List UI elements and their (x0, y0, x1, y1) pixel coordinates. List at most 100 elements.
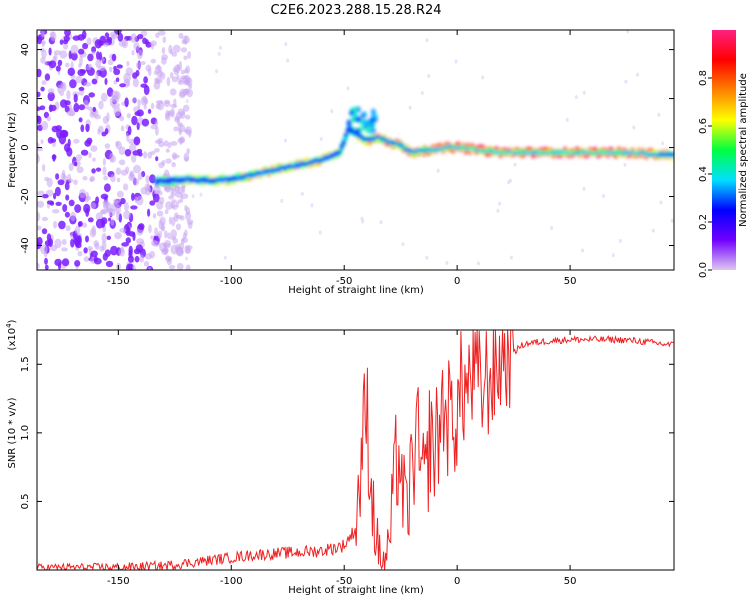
spectrogram-noise-blob (91, 51, 96, 56)
spectrogram-noise-blob (199, 192, 203, 197)
spectrogram-noise-blob (46, 177, 53, 188)
spectrogram-noise-blob (77, 250, 83, 257)
spectrogram-noise-blob (163, 140, 169, 147)
snr-panel: -150 -100 -50 0 50 0.5 1.0 1.5 Height of strai… (5, 319, 675, 596)
spectrogram-y-axis-title: Frequency (Hz) (7, 112, 18, 188)
spectrogram-ridge-cell (609, 152, 615, 155)
spectrogram-noise-blob (498, 201, 502, 206)
spectrogram-noise-blob (74, 260, 81, 267)
spectrogram-noise-blob (106, 36, 113, 43)
spectrogram-noise-blob (108, 217, 112, 222)
spectrogram-ridge-cell (372, 137, 377, 141)
spectrogram-noise-blob (83, 256, 90, 262)
spectrogram-ridge-cell (406, 148, 411, 151)
spectrogram-noise-blob (82, 42, 89, 50)
spectrogram-ridge-cell (626, 152, 631, 155)
snr-x-tick-label: 0 (454, 576, 460, 587)
spectrogram-noise-blob (87, 53, 94, 62)
spectrogram-noise-blob (114, 232, 122, 240)
spectrogram-y-axis: -40 -20 0 20 40 (20, 43, 674, 254)
spectrogram-ridge-cell (264, 170, 269, 174)
spectrogram-noise-blob (95, 167, 102, 172)
spectrogram-noise-blob (161, 222, 165, 231)
spectrogram-noise-blob (116, 190, 124, 198)
spectrogram-noise-blob (158, 196, 165, 205)
snr-y-axis-title: SNR (10 * v/v) (7, 397, 18, 468)
spectrogram-y-tick-label: 0 (20, 144, 31, 150)
spectrogram-y-tick-label: -40 (20, 237, 31, 253)
spectrogram-noise-blob (132, 150, 141, 156)
spectrogram-x-tick-label: 0 (454, 276, 460, 287)
spectrogram-noise-blob (191, 194, 195, 199)
snr-y-multiplier: (x104) (5, 319, 18, 350)
spectrogram-noise-blob (109, 66, 113, 73)
spectrogram-noise-blob (82, 176, 88, 181)
spectrogram-noise-blob (64, 30, 71, 37)
spectrogram-noise-blob (186, 148, 190, 155)
spectrogram-ridge-cell (575, 152, 580, 155)
spectrogram-noise-blob (118, 213, 123, 223)
spectrogram-noise-blob (319, 137, 323, 141)
spectrogram-noise-blob (41, 120, 49, 131)
spectrogram-noise-blob (163, 101, 171, 107)
spectrogram-noise-blob (670, 218, 674, 223)
spectrogram-noise-blob (161, 57, 167, 65)
spectrogram-noise-blob (40, 57, 46, 64)
spectrogram-noise-blob (185, 65, 191, 74)
spectrogram-noise-blob (155, 156, 159, 162)
spectrogram-ridge-cell (178, 180, 184, 183)
spectrogram-noise-blob (183, 104, 190, 112)
spectrogram-noise-blob (425, 255, 429, 260)
spectrogram-noise-blob (134, 255, 140, 263)
spectrogram-noise-blob (147, 266, 152, 270)
spectrogram-noise-blob (184, 245, 191, 254)
spectrogram-noise-blob (169, 88, 177, 96)
spectrogram-noise-blob (143, 104, 147, 110)
spectrogram-noise-blob (80, 149, 89, 156)
spectrogram-noise-blob (177, 108, 185, 116)
spectrogram-noise-blob (59, 50, 68, 59)
spectrogram-noise-blob (41, 80, 47, 85)
spectrogram-noise-blob (87, 246, 93, 251)
spectrogram-noise-blob (149, 200, 156, 206)
spectrogram-noise-blob (185, 264, 191, 270)
spectrogram-noise-blob (154, 227, 159, 237)
spectrogram-noise-blob (147, 67, 152, 77)
snr-x-tick-label: -50 (336, 576, 352, 587)
spectrogram-noise-blob (46, 200, 54, 205)
spectrogram-noise-blob (73, 179, 78, 185)
spectrogram-noise-blob (105, 260, 114, 268)
spectrogram-noise-blob (100, 92, 108, 102)
spectrogram-noise-blob (115, 77, 120, 82)
spectrogram-noise-blob (425, 38, 429, 43)
spectrogram-noise-blob (180, 75, 188, 80)
spectrogram-noise-blob (116, 177, 121, 183)
spectrogram-noise-blob (102, 166, 107, 176)
spectrogram-noise-blob (170, 187, 174, 198)
spectrogram-x-tick-label: -50 (336, 276, 352, 287)
spectrogram-noise-blob (55, 65, 61, 72)
spectrogram-noise-blob (95, 72, 99, 81)
spectrogram-ridge-cell (670, 152, 674, 155)
spectrogram-noise-blob (59, 39, 64, 45)
spectrogram-noise-blob (37, 36, 42, 45)
spectrogram-noise-blob (76, 166, 84, 174)
spectrogram-ridge-cell (372, 112, 378, 119)
spectrogram-noise-blob (183, 55, 188, 61)
spectrogram-noise-blob (78, 86, 85, 91)
spectrogram-noise-blob (121, 39, 128, 49)
spectrogram-ridge-cell (424, 149, 430, 153)
spectrogram-noise-blob (47, 91, 55, 102)
spectrogram-ridge-cell (286, 164, 292, 167)
spectrogram-noise-blob (130, 205, 138, 210)
spectrogram-noise-blob (52, 154, 56, 162)
spectrogram-noise-blob (83, 247, 88, 254)
spectrogram-noise-blob (178, 127, 182, 136)
spectrogram-noise-blob (550, 226, 554, 230)
spectrogram-noise-blob (286, 58, 290, 63)
spectrogram-noise-blob (164, 209, 169, 215)
spectrogram-noise-blob (65, 194, 70, 201)
spectrogram-noise-blob (60, 99, 68, 108)
spectrogram-noise-blob (37, 211, 41, 222)
spectrogram-noise-blob (120, 125, 125, 132)
